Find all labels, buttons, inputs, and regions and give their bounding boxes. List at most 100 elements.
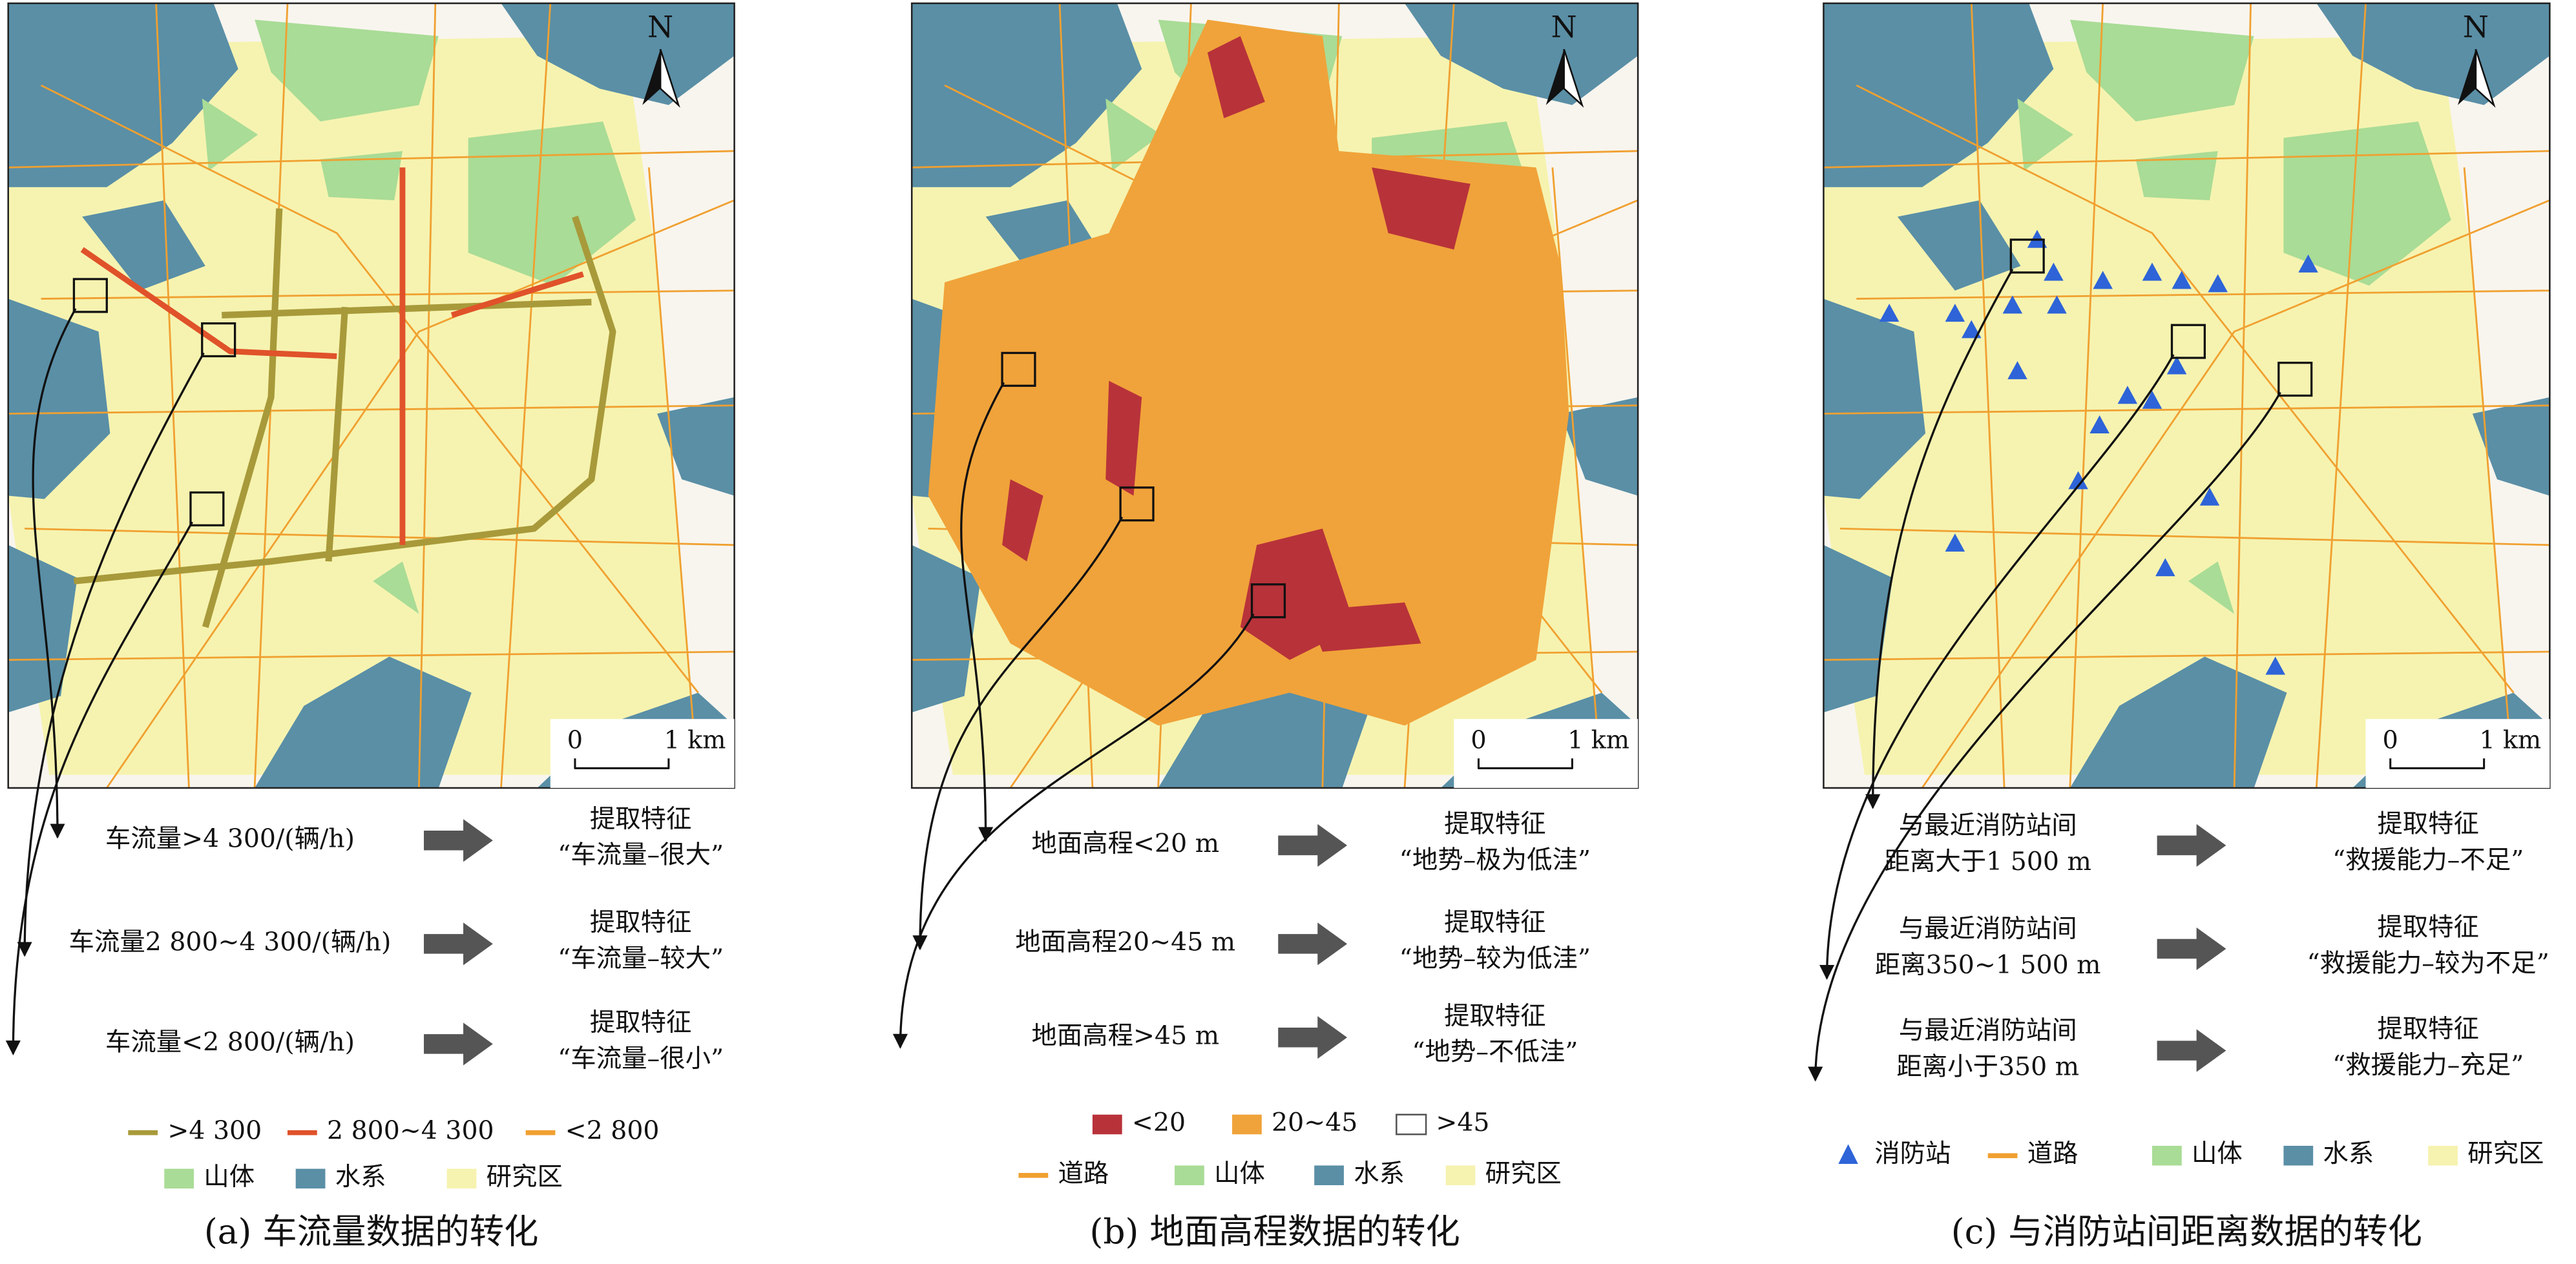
road [1823, 150, 2550, 169]
fire-station [1945, 534, 1965, 552]
scale-bar [574, 758, 670, 769]
focus-box [189, 491, 225, 526]
rule-condition: 车流量<2 800/(辆/h) [105, 1027, 355, 1057]
mountain [2283, 121, 2451, 286]
rule-label: 提取特征 [1444, 907, 1546, 937]
road [106, 199, 735, 788]
fire-station [1945, 304, 1965, 322]
legend-label: >4 300 [167, 1116, 262, 1146]
rule-feature: “救援能力–不足” [2332, 845, 2524, 875]
caption: (c) 与消防站间距离数据的转化 [1951, 1211, 2422, 1252]
legend-swatch [1445, 1165, 1476, 1186]
elev-low [1002, 479, 1043, 562]
legend-label: 消防站 [1874, 1139, 1951, 1168]
mountain [202, 98, 258, 171]
rule-feature: “地势–较为低洼” [1399, 944, 1591, 973]
legend-label: 山体 [204, 1162, 255, 1192]
map-border [7, 2, 735, 789]
water [8, 544, 78, 713]
mountain [1105, 98, 1162, 171]
rule-label: 提取特征 [1444, 1001, 1546, 1031]
rule-condition: 车流量>4 300/(辆/h) [105, 824, 355, 853]
road-high [202, 208, 283, 628]
water [1823, 298, 1926, 499]
fire-station [2093, 271, 2113, 289]
elev-low [1105, 380, 1142, 496]
elev-low [1207, 36, 1265, 118]
scale-bg [550, 719, 735, 788]
legend-label: 20~45 [1272, 1108, 1357, 1137]
legend-label: 2 800~4 300 [327, 1116, 494, 1146]
focus-box [2009, 238, 2045, 274]
rule-condition: 地面高程>45 m [1031, 1021, 1219, 1050]
rule-condition: 地面高程<20 m [1031, 829, 1219, 858]
leader-curve [1808, 391, 2281, 1082]
legend-label: 研究区 [487, 1162, 563, 1192]
focus-box [1119, 486, 1155, 522]
road [2233, 3, 2252, 788]
legend-swatch [1175, 1165, 1204, 1186]
legend-swatch [2152, 1146, 2182, 1166]
road [500, 3, 552, 788]
scale-bar [2389, 758, 2486, 769]
fire-station [2298, 254, 2318, 273]
road-high [73, 215, 616, 585]
scale-label: 0 [2383, 725, 2398, 754]
leader-curve [960, 382, 1005, 842]
road-high [325, 306, 349, 562]
water [1823, 544, 1893, 713]
fire-station [2199, 487, 2220, 506]
focus-box [2170, 324, 2206, 359]
legend-label: <20 [1132, 1108, 1186, 1137]
legend-label: 山体 [1214, 1159, 1265, 1188]
fire-station [2117, 386, 2138, 404]
legend-swatch [446, 1168, 477, 1189]
rule-condition: 距离小于350 m [1896, 1052, 2079, 1082]
leader-curve [32, 308, 77, 839]
scale-label: 0 [1471, 725, 1486, 754]
leader-curve [892, 613, 1255, 1049]
rule-condition: 与最近消防站间 [1899, 1016, 2077, 1046]
map [912, 3, 1639, 788]
fire-station [2142, 262, 2162, 281]
focus-box [2278, 362, 2313, 397]
rule-arrow [2157, 824, 2226, 867]
rule-arrow [424, 922, 493, 966]
legend-label: <2 800 [565, 1116, 660, 1146]
north-arrow [1563, 48, 1584, 108]
water [255, 656, 472, 788]
mountain [468, 121, 636, 286]
rule-arrow [1278, 824, 1348, 867]
rule-label: 提取特征 [590, 804, 692, 834]
legend-label: >45 [1436, 1108, 1489, 1137]
rule-arrow [424, 819, 493, 862]
legend-swatch [1314, 1165, 1344, 1186]
rule-feature: “救援能力–充足” [2332, 1050, 2524, 1080]
rule-condition: 与最近消防站间 [1899, 914, 2077, 944]
legend-label: 研究区 [2467, 1139, 2544, 1168]
fire-station [1879, 304, 1900, 322]
mountain [320, 150, 403, 201]
rule-condition: 地面高程20~45 m [1015, 927, 1235, 957]
scale-label: 1 km [2479, 725, 2541, 754]
rule-condition: 距离大于1 500 m [1885, 847, 2091, 876]
road [1856, 289, 2550, 300]
road-mid [450, 271, 584, 318]
leader-curve [17, 352, 205, 957]
fire-station [2002, 295, 2023, 314]
rule-arrow [2157, 1029, 2226, 1072]
road [25, 527, 735, 546]
mountain [2069, 19, 2254, 122]
legend-triangle [1838, 1144, 1858, 1164]
scale-bg [2365, 719, 2550, 788]
fire-station [2068, 471, 2088, 490]
water [2069, 656, 2287, 788]
water [2316, 3, 2550, 105]
rule-arrow [1278, 1016, 1348, 1059]
fire-station [2044, 262, 2064, 281]
legend-label: 道路 [2027, 1139, 2079, 1168]
water [912, 3, 1142, 187]
fire-station [2007, 361, 2027, 380]
road [155, 3, 190, 788]
rule-feature: “车流量–很小” [558, 1044, 724, 1073]
